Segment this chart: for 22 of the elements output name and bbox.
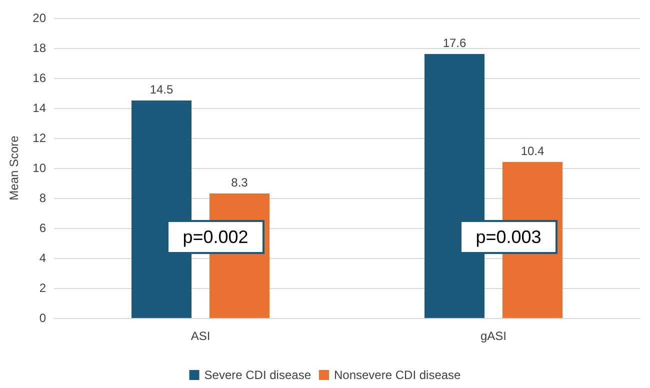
data-label: 10.4 — [520, 144, 544, 158]
y-tick-label: 2 — [39, 281, 46, 295]
y-tick-label: 20 — [32, 11, 46, 25]
y-axis-title: Mean Score — [7, 135, 21, 200]
y-tick-label: 10 — [32, 161, 46, 175]
legend-label: Severe CDI disease — [204, 368, 312, 382]
y-tick-label: 8 — [39, 191, 46, 205]
y-tick-label: 4 — [39, 251, 46, 265]
x-tick-label: ASI — [190, 329, 210, 343]
data-label: 17.6 — [442, 36, 466, 50]
y-tick-label: 14 — [32, 101, 46, 115]
annotation: p=0.002 — [182, 227, 248, 247]
y-tick-label: 16 — [32, 71, 46, 85]
y-tick-label: 6 — [39, 221, 46, 235]
y-tick-label: 0 — [39, 311, 46, 325]
data-label: 8.3 — [231, 176, 248, 190]
y-tick-label: 18 — [32, 41, 46, 55]
data-label: 14.5 — [150, 82, 174, 96]
legend-label: Nonsevere CDI disease — [334, 368, 462, 382]
y-tick-label: 12 — [32, 131, 46, 145]
x-tick-label: gASI — [480, 329, 507, 343]
annotation: p=0.003 — [476, 227, 542, 247]
